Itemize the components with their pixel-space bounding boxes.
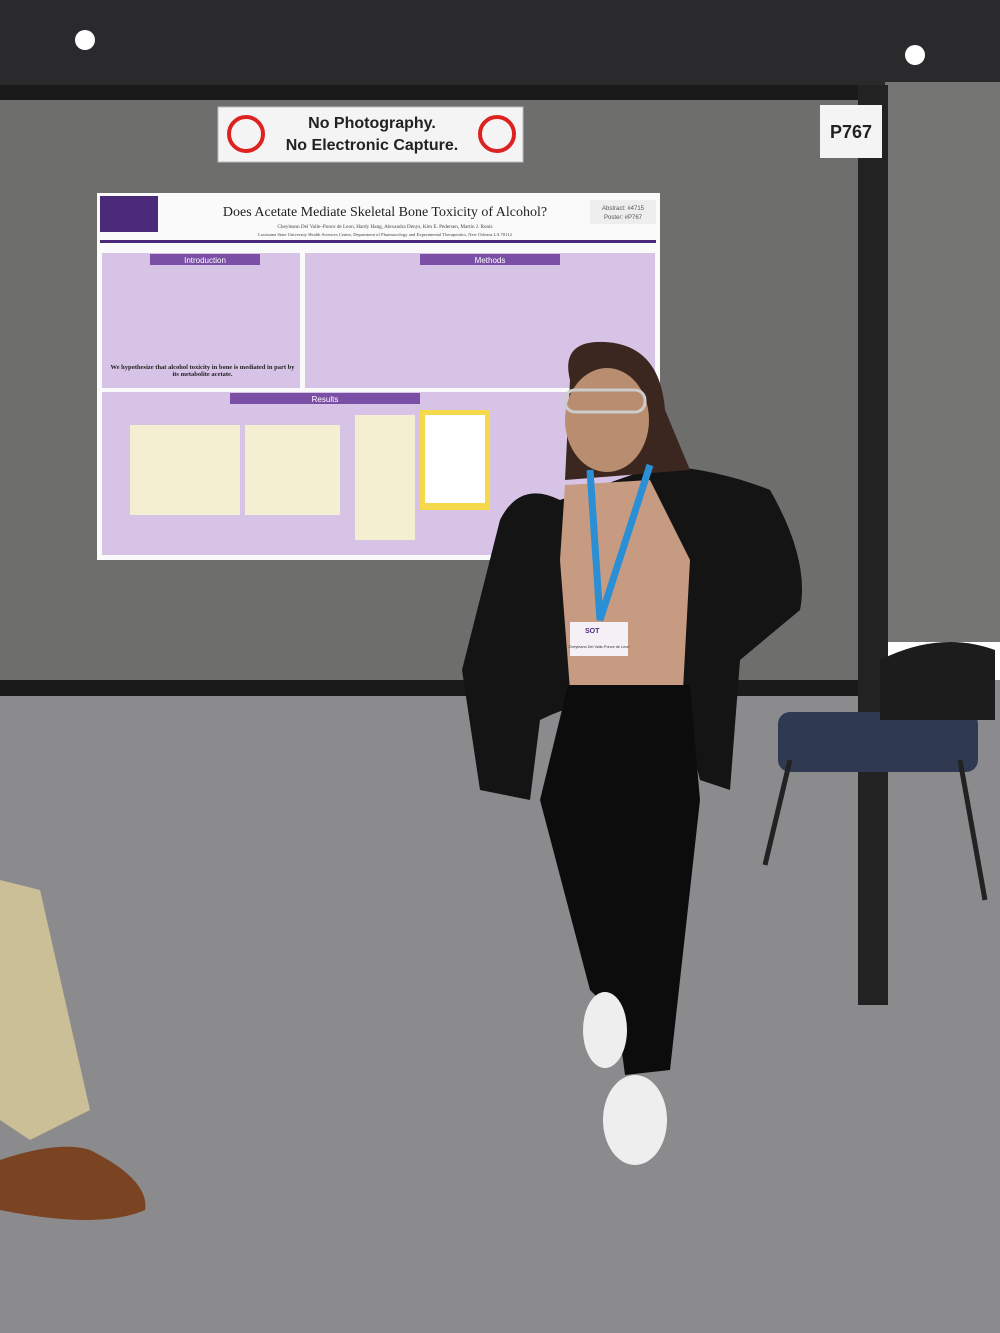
section-header [420,254,560,265]
chair-leg [762,759,793,866]
figure [425,415,485,503]
sign-text: No Electronic Capture. [286,137,458,154]
lanyard [586,463,654,622]
booth-number: P767 [830,122,872,142]
chair-back [880,642,995,720]
post [858,85,888,1005]
trousers [0,880,90,1140]
chair-seat [778,712,978,772]
shoe [0,1146,146,1220]
section-title: Introduction [184,256,226,265]
section-header [230,393,420,404]
badge-name: Cheyleann Del Valle-Ponce de Leon [569,645,630,649]
poster-rule [100,240,656,243]
sign-text: No Photography. [308,115,436,132]
section-title: Methods [475,256,506,265]
hypothesis-box: We hypothesize that alcohol toxicity in … [110,364,295,378]
figure [130,425,240,515]
poster-number: Poster: #P767 [604,215,643,221]
badge [570,622,628,656]
sign-icon [478,115,516,153]
sign-icon [227,115,265,153]
booth-label [820,105,882,158]
ceiling [0,0,1000,90]
poster-authors: Cheyleann Del Valle–Ponce de Leon, Hardy… [277,224,492,230]
poster-affiliation: Louisiana State University Health Scienc… [258,232,513,238]
side-panel [885,82,1000,642]
section-header [150,254,260,265]
poster-id-box [590,200,656,224]
sign [217,106,524,163]
light [905,45,925,65]
badge-org: SOT [585,628,600,635]
pants [540,685,700,1075]
figure [245,425,340,515]
board-frame [0,680,875,696]
poster-title: Does Acetate Mediate Skeletal Bone Toxic… [223,205,547,220]
light [75,30,95,50]
poster-abstract: Abstract: #4715 [602,206,645,212]
figure [355,415,415,540]
chair-leg [957,759,988,901]
face [565,368,649,472]
poster-panel [102,253,300,388]
board-frame [0,85,885,100]
poster-hypothesis: We hypothesize that alcohol toxicity in … [110,364,295,378]
poster-logo [100,196,158,232]
section-title: Results [312,395,339,404]
shoe [583,992,627,1068]
shoe [603,1075,667,1165]
glasses [563,388,647,414]
